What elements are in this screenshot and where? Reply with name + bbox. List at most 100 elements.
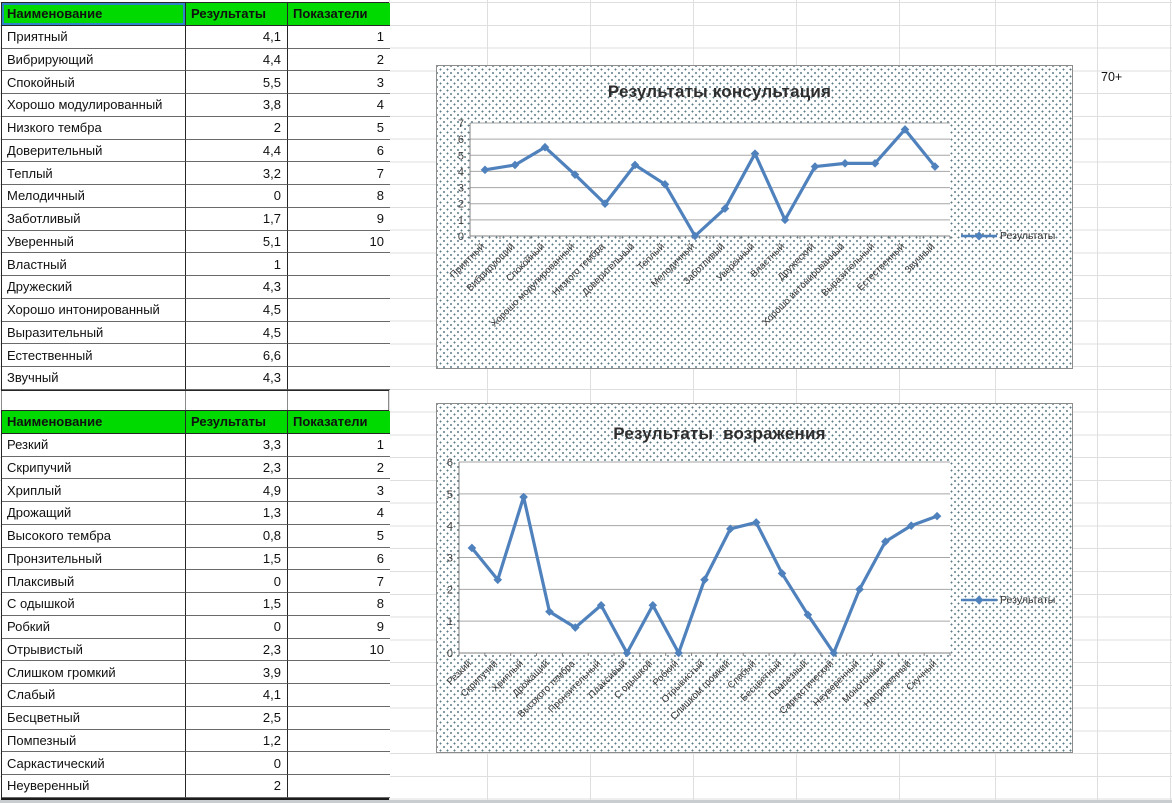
cell-indicator[interactable] [288, 752, 390, 775]
cell-result[interactable]: 3,3 [186, 433, 288, 457]
cell-name[interactable]: Неуверенный [2, 775, 186, 798]
cell-result[interactable]: 4,4 [186, 139, 288, 163]
cell-result[interactable]: 2,3 [186, 456, 288, 480]
cell-name[interactable]: Естественный [2, 344, 186, 367]
cell-result[interactable]: 4,5 [186, 321, 288, 345]
cell-indicator[interactable]: 4 [288, 94, 390, 117]
cell-result[interactable]: 1,7 [186, 207, 288, 231]
cell-name[interactable]: Вибрирующий [2, 48, 186, 72]
cell-name[interactable]: Дрожащий [2, 502, 186, 525]
cell-name[interactable]: Помпезный [2, 729, 186, 753]
cell-name[interactable]: Мелодичный [2, 185, 186, 208]
cell-result[interactable]: 0 [186, 752, 288, 775]
cell-result[interactable]: 1,5 [186, 547, 288, 571]
cell-result[interactable]: 2,3 [186, 638, 288, 662]
data-point-marker[interactable] [829, 648, 839, 658]
cell-indicator[interactable]: 10 [288, 638, 390, 662]
cell-indicator[interactable]: 1 [288, 25, 390, 49]
cell-indicator[interactable]: 5 [288, 116, 390, 140]
cell-name[interactable]: Отрывистый [2, 638, 186, 662]
cell-name[interactable]: Резкий [2, 433, 186, 457]
cell-indicator[interactable] [288, 298, 390, 322]
cell-name[interactable]: Саркастический [2, 752, 186, 775]
table-objections[interactable]: Наименование Результаты Показатели Резкий 3,… [1, 410, 390, 800]
cell-result[interactable]: 4,4 [186, 48, 288, 72]
cell-name[interactable]: Робкий [2, 615, 186, 639]
cell-result[interactable]: 4,1 [186, 25, 288, 49]
cell-result[interactable]: 1,3 [186, 502, 288, 525]
data-point-marker[interactable] [777, 569, 787, 578]
header-cell[interactable]: Наименование [2, 3, 186, 26]
header-cell[interactable]: Результаты [186, 3, 288, 26]
cell-indicator[interactable] [288, 706, 390, 730]
data-point-marker[interactable] [596, 600, 606, 610]
cell-name[interactable]: Спокойный [2, 71, 186, 94]
cell-result[interactable]: 4,1 [186, 684, 288, 707]
cell-indicator[interactable]: 9 [288, 615, 390, 639]
cell-indicator[interactable]: 8 [288, 593, 390, 616]
cell-name[interactable]: Уверенный [2, 230, 186, 254]
cell-indicator[interactable] [288, 729, 390, 753]
cell-name[interactable]: Звучный [2, 367, 186, 390]
cell-indicator[interactable]: 1 [288, 433, 390, 457]
cell-name[interactable]: Хорошо модулированный [2, 94, 186, 117]
data-point-marker[interactable] [622, 648, 632, 658]
cell-name[interactable]: Дружеский [2, 276, 186, 299]
cell-70plus[interactable]: 70+ [1101, 70, 1123, 84]
chart-consultation[interactable]: Результаты консультация Результаты 0 1 2 3 4… [436, 65, 1073, 369]
cell-result[interactable]: 5,5 [186, 71, 288, 94]
cell-indicator[interactable]: 8 [288, 185, 390, 208]
cell-result[interactable]: 1 [186, 253, 288, 276]
cell-name[interactable]: Доверительный [2, 139, 186, 163]
cell-result[interactable]: 3,2 [186, 162, 288, 185]
cell-result[interactable]: 2 [186, 116, 288, 140]
header-cell[interactable]: Результаты [186, 411, 288, 434]
cell-result[interactable]: 0 [186, 185, 288, 208]
cell-result[interactable]: 3,8 [186, 94, 288, 117]
cell-name[interactable]: Хорошо интонированный [2, 298, 186, 322]
cell-name[interactable]: Хриплый [2, 479, 186, 502]
header-cell[interactable]: Наименование [2, 411, 186, 434]
cell-name[interactable]: Приятный [2, 25, 186, 49]
cell-result[interactable]: 0,8 [186, 524, 288, 548]
cell-name[interactable]: С одышкой [2, 593, 186, 616]
data-point-marker[interactable] [932, 511, 942, 521]
data-point-marker[interactable] [906, 521, 916, 530]
header-cell[interactable]: Показатели [288, 411, 390, 434]
chart-objections[interactable]: Результаты возражения Результаты 0 1 2 3 4 5 6… [436, 403, 1073, 753]
cell-name[interactable]: Плаксивый [2, 570, 186, 593]
cell-indicator[interactable]: 6 [288, 139, 390, 163]
data-point-marker[interactable] [751, 518, 761, 527]
cell-indicator[interactable]: 7 [288, 570, 390, 593]
cell-result[interactable]: 0 [186, 570, 288, 593]
cell-result[interactable]: 3,9 [186, 661, 288, 684]
data-point-marker[interactable] [726, 524, 735, 534]
data-point-marker[interactable] [881, 537, 890, 546]
cell-result[interactable]: 4,5 [186, 298, 288, 322]
cell-indicator[interactable]: 3 [288, 479, 390, 502]
header-cell[interactable]: Показатели [288, 3, 390, 26]
data-point-marker[interactable] [467, 543, 477, 553]
cell-result[interactable]: 5,1 [186, 230, 288, 254]
cell-name[interactable]: Выразительный [2, 321, 186, 345]
cell-result[interactable]: 6,6 [186, 344, 288, 367]
series-line[interactable] [483, 127, 937, 238]
cell-result[interactable]: 2 [186, 775, 288, 798]
cell-indicator[interactable] [288, 367, 390, 390]
cell-result[interactable]: 4,9 [186, 479, 288, 502]
cell-name[interactable]: Теплый [2, 162, 186, 185]
cell-indicator[interactable]: 6 [288, 547, 390, 571]
cell-indicator[interactable]: 3 [288, 71, 390, 94]
cell-name[interactable]: Бесцветный [2, 706, 186, 730]
table-consultation[interactable]: Наименование Результаты Показатели Приятный… [1, 2, 390, 391]
cell-result[interactable]: 0 [186, 615, 288, 639]
cell-indicator[interactable] [288, 684, 390, 707]
cell-result[interactable]: 1,2 [186, 729, 288, 753]
cell-indicator[interactable]: 10 [288, 230, 390, 254]
data-point-marker[interactable] [674, 648, 683, 658]
cell-name[interactable]: Низкого тембра [2, 116, 186, 140]
cell-name[interactable]: Властный [2, 253, 186, 276]
cell-indicator[interactable]: 7 [288, 162, 390, 185]
cell-indicator[interactable]: 4 [288, 502, 390, 525]
data-point-marker[interactable] [803, 610, 813, 620]
